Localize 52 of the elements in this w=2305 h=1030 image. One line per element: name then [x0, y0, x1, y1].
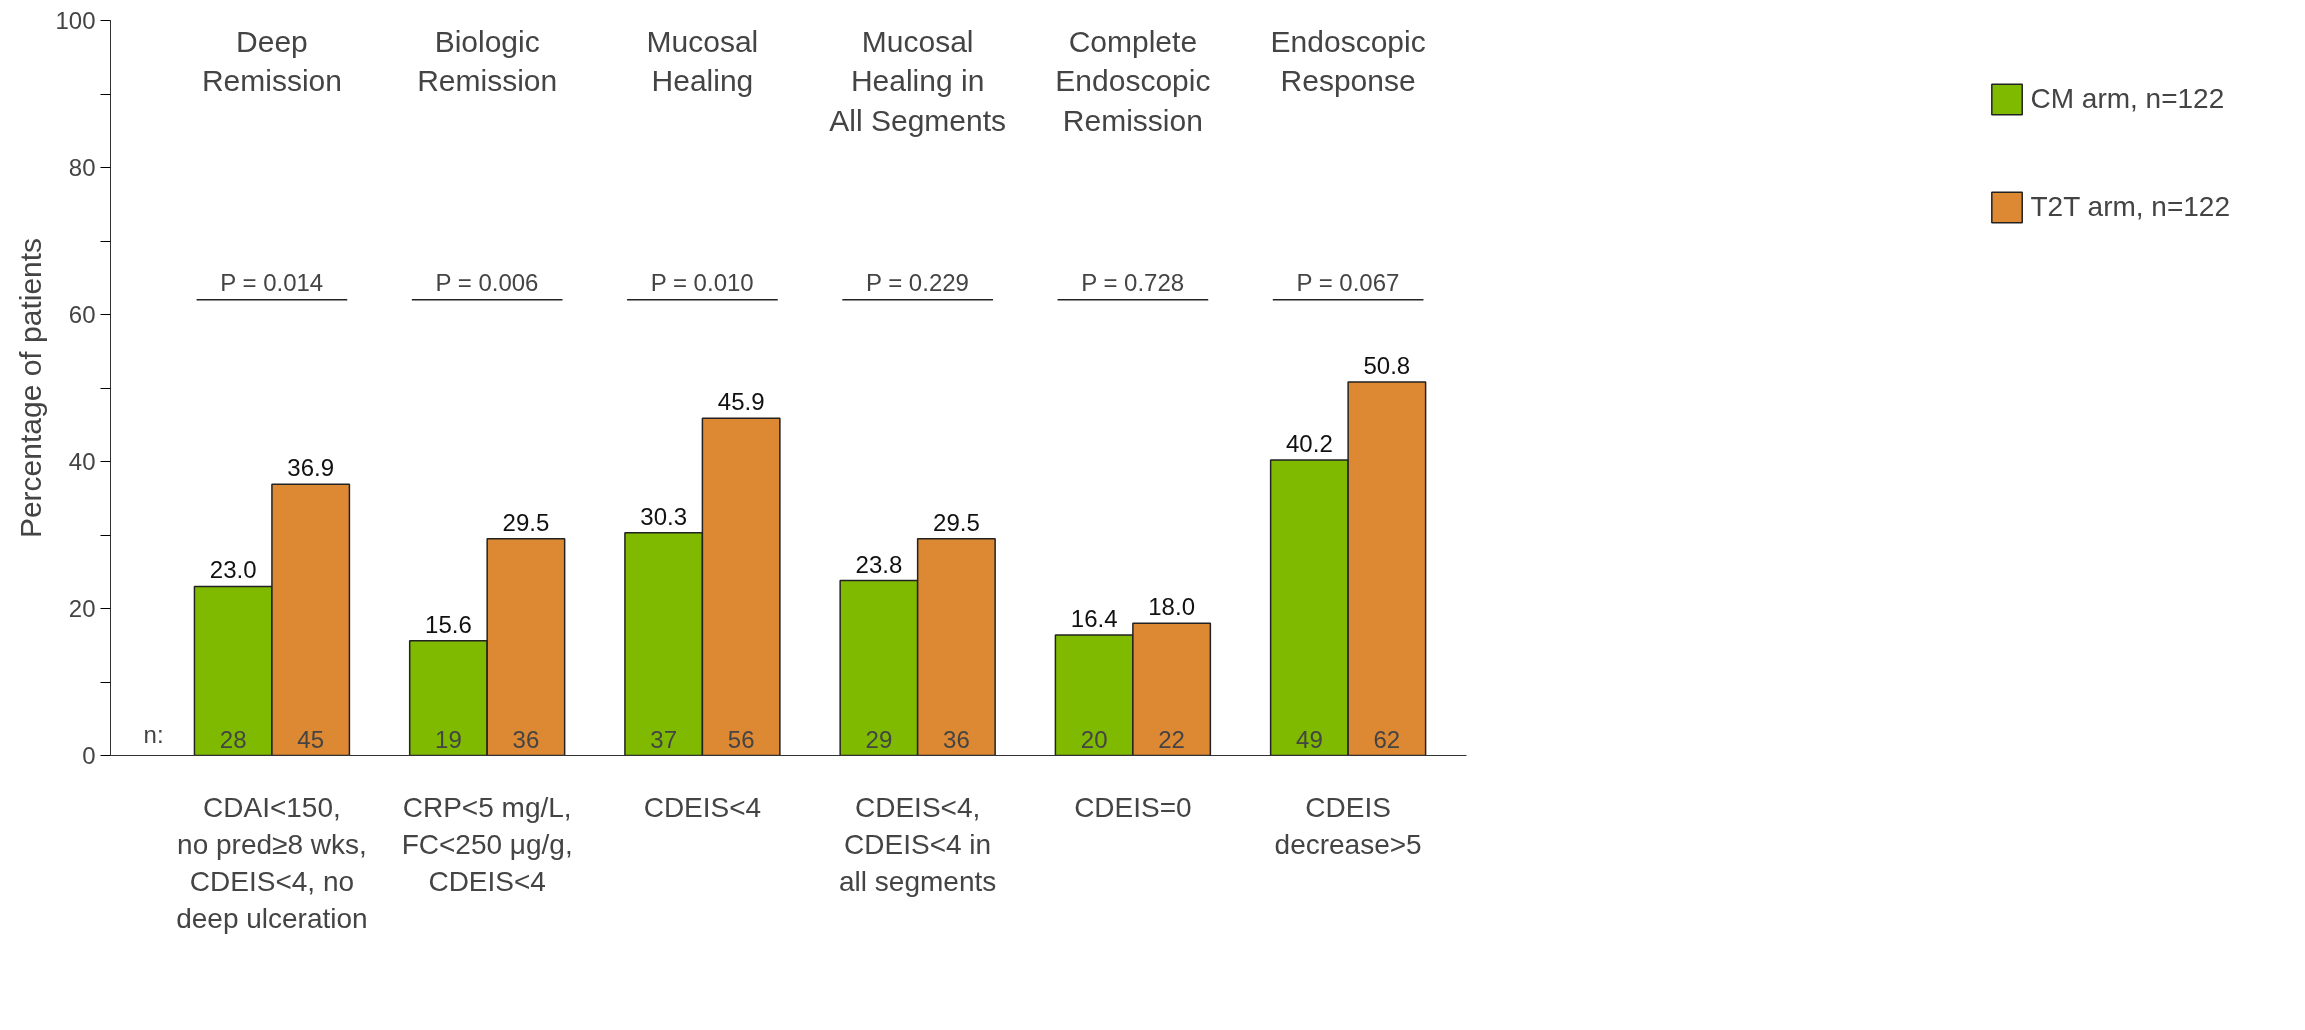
data-label: 23.0 — [209, 556, 257, 584]
y-tick-label: 60 — [68, 301, 96, 328]
annotation: 20 — [1080, 725, 1108, 753]
data-label: 45.9 — [717, 388, 765, 416]
annotation: 36 — [943, 725, 970, 753]
annotation: P = 0.229 — [865, 268, 969, 296]
legend-label: T2T arm, n=122 — [2030, 191, 2230, 223]
annotation: 19 — [435, 725, 462, 753]
y-tick-label: 80 — [68, 154, 96, 181]
annotation: 49 — [1296, 725, 1323, 753]
y-axis-title: Percentage of patients — [14, 237, 48, 539]
annotation: P = 0.006 — [435, 268, 539, 296]
annotation: P = 0.014 — [220, 268, 324, 296]
annotation: 22 — [1158, 725, 1185, 753]
data-label: 15.6 — [425, 610, 472, 638]
data-label: 29.5 — [933, 508, 980, 536]
annotation: Mucosal Healing — [646, 24, 759, 98]
annotation: P = 0.067 — [1296, 268, 1400, 296]
annotation: 36 — [512, 725, 540, 753]
data-label: 16.4 — [1070, 604, 1118, 632]
y-tick-label: 20 — [68, 595, 96, 622]
annotation: 37 — [650, 725, 678, 753]
y-tick-label: 0 — [82, 742, 96, 769]
data-label: 40.2 — [1286, 430, 1333, 458]
y-tick-label: 100 — [55, 7, 96, 34]
annotation: 45 — [297, 725, 325, 753]
annotation: n: — [143, 720, 164, 748]
x-tick-label: CDEIS=0 — [1074, 791, 1192, 823]
x-tick-label: CDAI<150, no pred≥8 wks, CDEIS<4, no deep ulceration — [176, 791, 368, 935]
annotation: 29 — [865, 725, 893, 753]
annotation: Complete Endoscopic Remission — [1055, 24, 1211, 137]
data-label: 18.0 — [1148, 593, 1195, 621]
x-tick-label: CDEIS decrease>5 — [1274, 791, 1422, 860]
annotation: 28 — [219, 725, 247, 753]
annotation: Deep Remission — [201, 24, 342, 98]
data-label: 29.5 — [502, 508, 550, 536]
x-tick-label: CDEIS<4 — [643, 791, 762, 823]
data-label: 23.8 — [855, 550, 903, 578]
annotation: 56 — [727, 725, 755, 753]
annotation: P = 0.728 — [1081, 268, 1185, 296]
annotation: Mucosal Healing in All Segments — [829, 24, 1007, 137]
legend-label: CM arm, n=122 — [2030, 83, 2225, 115]
x-tick-label: CDEIS<4, CDEIS<4 in all segments — [839, 791, 997, 897]
data-label: 36.9 — [287, 454, 335, 482]
data-label: 30.3 — [640, 502, 688, 530]
y-tick-label: 40 — [68, 448, 96, 475]
x-tick-label: CRP<5 mg/L, FC<250 μg/g, CDEIS<4 — [401, 791, 573, 897]
annotation: Biologic Remission — [417, 24, 558, 98]
annotation: P = 0.010 — [650, 268, 754, 296]
annotation: 62 — [1373, 725, 1401, 753]
annotation: Endoscopic Response — [1270, 24, 1426, 98]
data-label: 50.8 — [1363, 352, 1411, 380]
